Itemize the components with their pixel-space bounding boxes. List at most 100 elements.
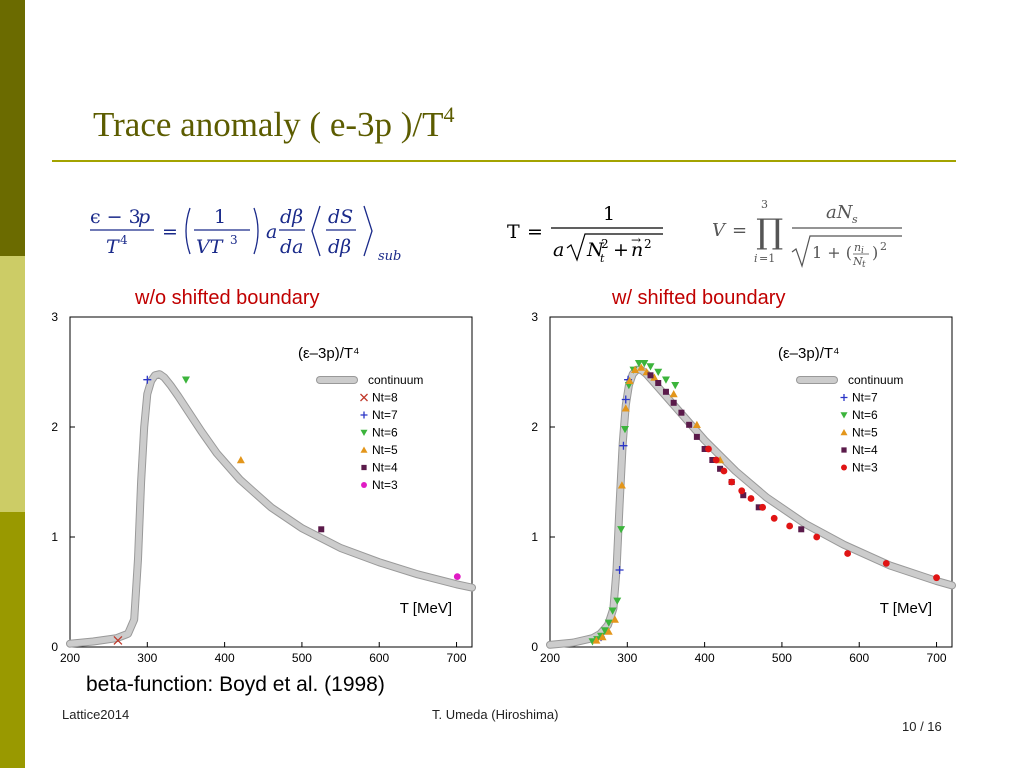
data-point — [592, 636, 601, 644]
data-point — [608, 607, 617, 615]
data-point — [662, 388, 669, 395]
y-tick-label: 3 — [51, 310, 58, 324]
footer-author: T. Umeda (Hiroshima) — [432, 707, 559, 722]
x-axis-label: T [MeV] — [880, 600, 932, 617]
data-point — [933, 574, 940, 582]
svg-text:aN: aN — [826, 202, 854, 223]
data-point — [728, 478, 736, 486]
x-axis-label: T [MeV] — [400, 600, 452, 617]
legend-marker — [360, 393, 368, 402]
legend-label: Nt=7 — [852, 391, 878, 405]
sidebar-band-bottom — [0, 512, 25, 768]
y-tick-label: 0 — [51, 640, 58, 654]
svg-text:N: N — [586, 239, 605, 261]
data-point — [670, 399, 677, 406]
legend-label: Nt=3 — [372, 478, 398, 492]
svg-text:t: t — [600, 252, 605, 265]
legend-marker — [840, 429, 848, 436]
svg-text:1 + (: 1 + ( — [812, 243, 852, 262]
svg-text:dS: dS — [328, 206, 353, 228]
svg-text:3: 3 — [761, 198, 768, 211]
data-point — [620, 426, 629, 434]
data-point — [619, 441, 628, 450]
data-point — [617, 481, 626, 489]
svg-text:p: p — [138, 206, 150, 228]
y-tick-label: 0 — [531, 640, 538, 654]
x-tick-label: 700 — [927, 651, 947, 665]
data-point — [621, 404, 630, 412]
data-point — [598, 633, 607, 641]
data-point — [604, 627, 613, 635]
data-point — [655, 380, 662, 386]
svg-text:i: i — [861, 246, 864, 256]
svg-text:→: → — [631, 233, 641, 247]
legend-label: continuum — [848, 373, 903, 387]
svg-text:T: T — [106, 236, 120, 258]
continuum-curve — [67, 371, 475, 647]
svg-text:sub: sub — [378, 249, 401, 264]
data-point — [705, 445, 712, 453]
legend-label: Nt=5 — [852, 426, 878, 440]
y-tick-label: 2 — [531, 420, 538, 434]
right-plot-title: w/ shifted boundary — [612, 287, 786, 309]
svg-text:2: 2 — [644, 237, 652, 251]
data-point — [654, 368, 663, 376]
legend-label: Nt=6 — [372, 426, 398, 440]
svg-text:=: = — [162, 221, 178, 243]
chart-without-shifted-boundary: 200 300 400 500 600 700 0 1 2 3 (ε–3p)/T⁴ continuum… — [51, 310, 476, 665]
svg-text:dβ: dβ — [328, 236, 351, 258]
legend-marker — [360, 411, 368, 419]
svg-text:+: + — [613, 239, 629, 261]
figure-caption: beta-function: Boyd et al. (1998) — [86, 673, 385, 696]
svg-text:V: V — [712, 220, 727, 241]
title-divider — [52, 160, 956, 162]
svg-text:t: t — [862, 260, 866, 270]
legend-label: Nt=5 — [372, 443, 398, 457]
x-tick-label: 200 — [540, 651, 560, 665]
data-point — [181, 376, 190, 384]
x-tick-label: 600 — [369, 651, 389, 665]
data-point — [143, 375, 152, 384]
legend-marker — [841, 447, 847, 453]
data-point — [882, 560, 890, 567]
data-point — [786, 522, 794, 530]
data-point — [631, 365, 640, 373]
svg-text:da: da — [280, 236, 304, 258]
data-point — [770, 514, 778, 522]
svg-text:VT: VT — [196, 236, 224, 258]
svg-text:3: 3 — [230, 233, 238, 247]
y-tick-label: 2 — [51, 420, 58, 434]
data-point — [613, 597, 622, 605]
svg-text:dβ: dβ — [280, 206, 303, 228]
svg-text:s: s — [852, 213, 858, 226]
legend-marker — [840, 394, 848, 401]
data-point — [678, 409, 685, 416]
svg-text:a: a — [266, 221, 277, 243]
sidebar-band-top — [0, 0, 25, 256]
legend-label: Nt=4 — [852, 443, 878, 457]
series-nt6 — [181, 376, 190, 384]
legend-label: continuum — [368, 373, 423, 387]
x-tick-label: 400 — [215, 651, 235, 665]
series-nt5 — [592, 363, 725, 644]
data-point — [113, 635, 123, 645]
x-tick-label: 500 — [772, 651, 792, 665]
legend-label: Nt=3 — [852, 461, 878, 475]
data-point — [701, 446, 708, 452]
series-nt3 — [705, 445, 940, 582]
slide-title: Trace anomaly ( e-3p )/T4 — [93, 102, 455, 145]
data-point — [650, 373, 659, 381]
series-nt4 — [318, 526, 325, 533]
data-point — [604, 619, 613, 627]
slide-title-superscript: 4 — [443, 102, 455, 127]
data-point — [740, 492, 747, 499]
data-point — [621, 395, 630, 404]
svg-text:N: N — [852, 255, 863, 268]
x-tick-label: 500 — [292, 651, 312, 665]
svg-text:1: 1 — [214, 206, 226, 228]
legend-marker — [361, 482, 367, 488]
svg-text:=: = — [527, 221, 543, 243]
data-point — [755, 504, 762, 511]
